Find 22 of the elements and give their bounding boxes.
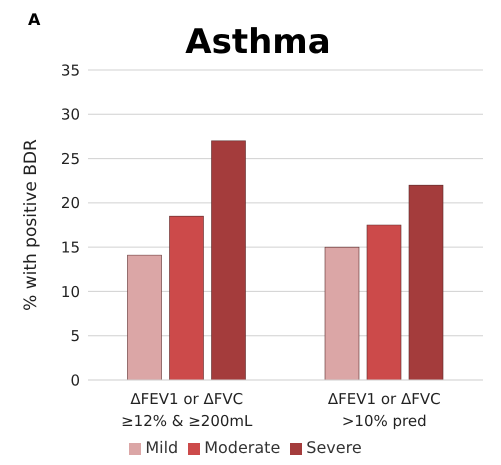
bar [324, 246, 360, 380]
legend-label: Mild [145, 438, 178, 457]
y-tick-label: 0 [70, 371, 80, 390]
x-tick-label: ΔFEV1 or ΔFVC >10% pred [328, 390, 441, 430]
y-tick-label: 25 [60, 150, 80, 168]
y-tick-label: 10 [60, 282, 80, 301]
x-tick-label: ΔFEV1 or ΔFVC ≥12% & ≥200mL [121, 390, 254, 430]
chart-title: Asthma [184, 22, 332, 62]
y-tick-label: 15 [60, 238, 80, 256]
legend-label: Severe [306, 438, 362, 457]
bar [169, 216, 204, 380]
bar [127, 254, 162, 380]
legend-label: Moderate [204, 438, 280, 457]
text: A [28, 10, 40, 29]
bar [211, 140, 246, 380]
bar [366, 224, 402, 380]
y-tick-label: 35 [60, 61, 80, 80]
y-tick-label: 20 [60, 194, 80, 212]
bar [408, 184, 444, 380]
y-tick-label: 5 [70, 327, 80, 346]
y-axis-title: % with positive BDR [21, 138, 42, 311]
y-tick-label: 30 [60, 106, 80, 124]
